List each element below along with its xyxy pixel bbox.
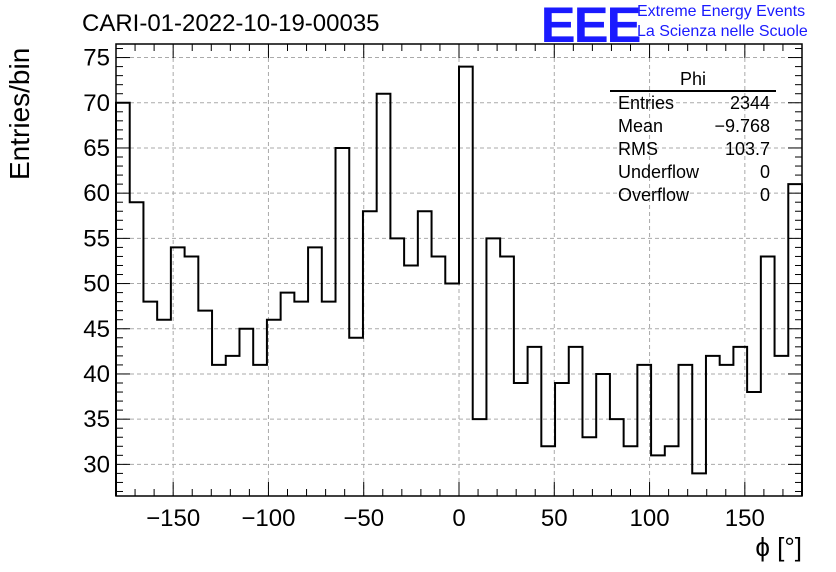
histogram-bin [514, 383, 528, 496]
stats-value: 0 [759, 185, 770, 205]
histogram-bin [582, 437, 596, 496]
x-tick-label: 100 [630, 505, 670, 532]
x-tick-label: −150 [146, 505, 200, 532]
y-tick-label: 40 [83, 361, 110, 388]
histogram-bin [679, 365, 693, 496]
y-tick-label: 30 [83, 451, 110, 478]
stats-row-overflow: Overflow 0 [610, 184, 776, 207]
x-tick-label: −50 [343, 505, 384, 532]
stats-box-title: Phi [610, 68, 776, 92]
histogram-bin [720, 365, 734, 496]
histogram-bin [637, 365, 651, 496]
stats-row-rms: RMS 103.7 [610, 138, 776, 161]
histogram-bin [281, 293, 295, 496]
stats-box: Phi Entries 2344 Mean −9.768 RMS 103.7 U… [610, 68, 776, 207]
histogram-bin [747, 392, 761, 496]
histogram-bin [528, 347, 542, 496]
histogram-bin [239, 329, 253, 496]
histogram-bin [596, 374, 610, 496]
histogram-bin [349, 338, 363, 496]
stats-label: Overflow [618, 185, 690, 205]
histogram-bin [308, 247, 322, 496]
stats-label: Mean [618, 116, 664, 136]
y-tick-label: 65 [83, 135, 110, 162]
histogram-bin [130, 202, 144, 496]
histogram-bin [651, 455, 665, 496]
histogram-bin [404, 265, 418, 496]
y-tick-label: 75 [83, 45, 110, 72]
x-axis-label: ϕ [°] [755, 532, 802, 562]
stats-value: 0 [759, 162, 770, 182]
x-tick-label: 50 [541, 505, 568, 532]
chart-title: CARI-01-2022-10-19-00035 [82, 10, 380, 37]
logo-caption-line1: Extreme Energy Events [637, 3, 806, 20]
histogram-bin [761, 256, 775, 496]
histogram-bin [390, 238, 404, 496]
histogram-bin [569, 347, 583, 496]
logo-caption-line2: La Scienza nelle Scuole [637, 23, 808, 40]
y-tick-label: 35 [83, 406, 110, 433]
histogram-bin [432, 256, 446, 496]
histogram-bin [363, 211, 377, 496]
y-tick-label: 50 [83, 271, 110, 298]
histogram-bin [445, 284, 459, 496]
stats-label: Underflow [618, 162, 700, 182]
histogram-bin [322, 302, 336, 496]
logo-caption: Extreme Energy Events La Scienza nelle S… [637, 2, 808, 42]
histogram-bin [418, 211, 432, 496]
stats-row-mean: Mean −9.768 [610, 115, 776, 138]
stats-row-underflow: Underflow 0 [610, 161, 776, 184]
histogram-bin [143, 302, 157, 496]
stats-value: 103.7 [724, 139, 770, 159]
histogram-bin [198, 311, 212, 496]
histogram-bin [500, 256, 514, 496]
histogram-bin [706, 356, 720, 496]
x-tick-label: 150 [725, 505, 765, 532]
histogram-bin [788, 184, 802, 496]
histogram-bin [171, 247, 185, 496]
stats-label: Entries [618, 93, 675, 113]
histogram-bin [624, 446, 638, 496]
y-axis-label: Entries/bin [4, 47, 35, 180]
y-tick-label: 60 [83, 180, 110, 207]
histogram-bin [555, 383, 569, 496]
stats-value: −9.768 [714, 116, 770, 136]
y-tick-label: 45 [83, 316, 110, 343]
histogram-outline [115, 65, 803, 496]
histogram-bin [665, 446, 679, 496]
histogram-bin [157, 320, 171, 496]
histogram-bin [733, 347, 747, 496]
stats-value: 2344 [729, 93, 770, 113]
y-tick-label: 55 [83, 225, 110, 252]
stats-row-entries: Entries 2344 [610, 92, 776, 115]
x-tick-label: −100 [241, 505, 295, 532]
histogram-bin [775, 356, 789, 496]
histogram-bin [185, 256, 199, 496]
histogram-bin [226, 356, 240, 496]
eee-logo: EEE [540, 0, 642, 53]
x-tick-label: 0 [452, 505, 465, 532]
histogram-bin [541, 446, 555, 496]
histogram-bin [692, 473, 706, 496]
histogram-bin [473, 419, 487, 496]
y-tick-label: 70 [83, 90, 110, 117]
histogram-bin [377, 94, 391, 496]
histogram-bin [610, 419, 624, 496]
histogram-bin [294, 302, 308, 496]
histogram-bin [459, 67, 473, 496]
histogram-bin [486, 238, 500, 496]
histogram-bin [212, 365, 226, 496]
histogram-bin [253, 365, 267, 496]
histogram-bin [267, 320, 281, 496]
histogram-bin [336, 148, 350, 496]
stats-label: RMS [618, 139, 658, 159]
